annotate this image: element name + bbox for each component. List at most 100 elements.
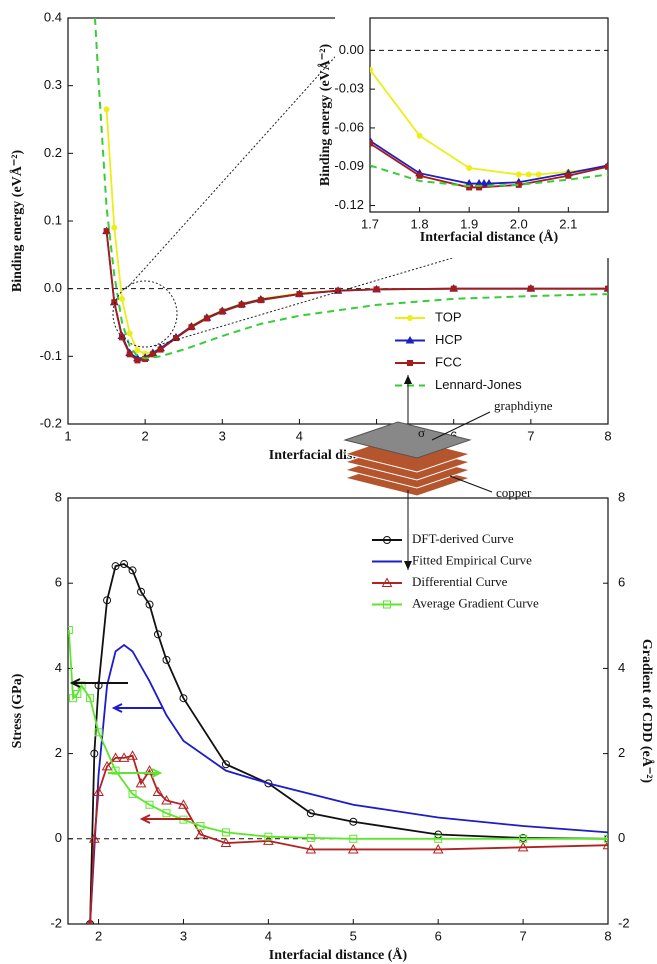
series-line [89, 643, 608, 924]
x-tick-label: 6 [435, 928, 442, 943]
marker [157, 346, 164, 353]
x-axis-title: Interfacial distance (Å) [420, 229, 559, 245]
marker [111, 299, 118, 306]
marker [162, 655, 171, 664]
marker [347, 843, 359, 854]
legend-marker [407, 360, 413, 366]
marker [525, 171, 532, 178]
y-tick-label: -0.06 [334, 119, 364, 134]
marker [110, 752, 121, 762]
y2-tick-label: -2 [618, 915, 630, 930]
x-tick-label: 8 [604, 928, 611, 943]
series-line [94, 18, 608, 360]
y-axis-title: Binding energy (eVÅ⁻²) [317, 44, 333, 187]
y-tick-label: 0 [55, 830, 62, 845]
marker [515, 171, 522, 178]
marker [179, 694, 188, 703]
marker [154, 630, 162, 639]
marker [466, 165, 473, 172]
arrow [111, 703, 162, 713]
y-tick-label: 0.4 [44, 9, 62, 24]
marker [605, 163, 608, 170]
legend-label: FCC [435, 354, 462, 369]
x-tick-label: 1 [64, 428, 71, 443]
marker [257, 297, 264, 304]
marker [604, 834, 608, 843]
marker [119, 295, 125, 302]
arrow [69, 678, 128, 688]
marker [103, 596, 112, 605]
marker [517, 841, 529, 852]
legend-marker [405, 336, 415, 344]
pointer-line [431, 411, 491, 441]
marker [127, 750, 138, 760]
marker [103, 228, 110, 235]
y-tick-label: -0.12 [334, 197, 364, 212]
y-tick-label: 2 [55, 745, 62, 760]
marker [296, 291, 303, 298]
marker [178, 799, 189, 809]
marker [188, 324, 195, 331]
y2-tick-label: 4 [618, 660, 625, 675]
marker [434, 834, 443, 843]
marker [605, 285, 608, 292]
marker [349, 817, 358, 826]
y-tick-label: -0.03 [334, 81, 364, 96]
marker [173, 335, 179, 342]
y-axis-title: Stress (GPa) [10, 673, 25, 748]
legend-label: Lennard-Jones [435, 377, 522, 392]
y-tick-label: 0.3 [44, 77, 62, 92]
y-tick-label: 0.00 [339, 42, 364, 57]
marker [306, 809, 315, 818]
graphdiyne-layer [343, 421, 472, 459]
y-tick-label: 0.0 [44, 280, 62, 295]
marker [519, 834, 528, 843]
stress-chart: 2 3 4 5 6 7 8 -2 0 2 4 6 8 -2 0 2 4 6 8 Interfacial distanc… [10, 489, 655, 963]
marker [196, 822, 205, 831]
y-tick-label: -0.09 [334, 158, 364, 173]
plot-area [68, 560, 608, 924]
x-tick-label: 4 [296, 428, 303, 443]
marker [134, 347, 141, 354]
marker [349, 834, 358, 843]
legend-marker [407, 315, 413, 321]
marker [128, 566, 137, 575]
arrows [69, 678, 192, 824]
marker [111, 224, 118, 231]
y2-tick-label: 6 [618, 575, 625, 590]
zoom-ellipse [112, 280, 178, 348]
sigma-label: σ [418, 425, 425, 440]
marker [145, 600, 154, 609]
marker [94, 728, 103, 737]
y-tick-label: 0.1 [44, 212, 62, 227]
marker [103, 106, 110, 113]
y-tick-label: -0.1 [40, 348, 62, 363]
legend-label: TOP [435, 309, 462, 324]
plot-area [94, 18, 608, 364]
marker [203, 315, 210, 322]
series-line [68, 630, 608, 840]
x-tick-label: 1.9 [460, 216, 478, 231]
legend-label: HCP [435, 332, 462, 347]
legend-marker [383, 600, 391, 609]
x-tick-label: 7 [527, 428, 534, 443]
marker [118, 752, 130, 762]
marker [73, 689, 82, 698]
marker [126, 330, 133, 337]
x-tick-label: 5 [350, 928, 357, 943]
layer-diagram: σ graphdiyne copper [343, 375, 553, 570]
x-tick-label: 4 [265, 928, 272, 943]
zoom-line [127, 17, 371, 288]
marker [144, 765, 155, 775]
y2-tick-label: 0 [618, 830, 625, 845]
marker [134, 357, 141, 364]
series-line [370, 164, 608, 188]
marker [137, 587, 146, 596]
marker [86, 694, 95, 703]
legend-label: Fitted Empirical Curve [412, 552, 532, 567]
x-tick-label: 2 [142, 428, 149, 443]
marker [94, 681, 103, 690]
arrow-head [404, 561, 412, 570]
x-axis-title: Interfacial distance (Å) [269, 947, 408, 963]
